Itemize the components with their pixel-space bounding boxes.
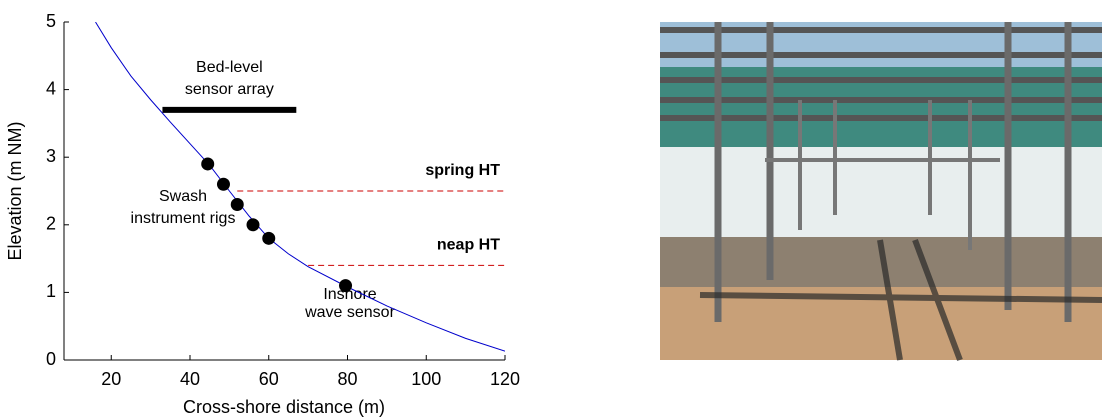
instrument-point bbox=[262, 231, 276, 245]
x-tick-label: 60 bbox=[259, 369, 279, 389]
annotation: Swash bbox=[159, 188, 207, 205]
reference-label: neap HT bbox=[437, 237, 500, 254]
y-tick-label: 2 bbox=[46, 214, 56, 234]
annotation: instrument rigs bbox=[131, 210, 236, 227]
y-axis-label: Elevation (m NM) bbox=[5, 121, 25, 260]
x-tick-label: 40 bbox=[180, 369, 200, 389]
y-tick-label: 5 bbox=[46, 11, 56, 31]
y-tick-label: 3 bbox=[46, 146, 56, 166]
reference-label: spring HT bbox=[425, 162, 500, 179]
instrument-point bbox=[216, 177, 230, 191]
instrument-point bbox=[201, 157, 215, 171]
instrument-point bbox=[246, 218, 260, 232]
plot-area bbox=[95, 22, 505, 352]
annotation: wave sensor bbox=[304, 304, 395, 321]
x-axis-label: Cross-shore distance (m) bbox=[183, 397, 385, 417]
x-tick-label: 100 bbox=[411, 369, 441, 389]
x-tick-label: 80 bbox=[337, 369, 357, 389]
x-tick-label: 20 bbox=[101, 369, 121, 389]
profile-line bbox=[95, 22, 505, 352]
sensor-array-label: sensor array bbox=[185, 81, 274, 98]
y-tick-label: 0 bbox=[46, 349, 56, 369]
y-tick-label: 1 bbox=[46, 281, 56, 301]
y-tick-label: 4 bbox=[46, 78, 56, 98]
instrument-point bbox=[230, 198, 244, 212]
photo bbox=[660, 22, 1102, 362]
annotation: Inshore bbox=[323, 286, 376, 303]
instrument-point bbox=[339, 279, 353, 293]
sensor-array-label: Bed-level bbox=[196, 59, 263, 76]
x-tick-label: 120 bbox=[490, 369, 520, 389]
